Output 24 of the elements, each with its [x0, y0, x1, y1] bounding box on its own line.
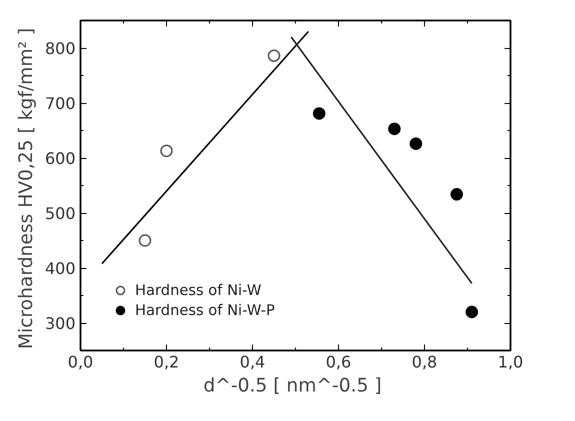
point	[466, 306, 478, 318]
y-tick-label: 300	[44, 314, 76, 333]
point	[138, 234, 152, 247]
y-tick-label: 600	[44, 149, 76, 168]
y-tick-label: 400	[44, 259, 76, 278]
x-tick-label: 0,8	[412, 352, 438, 372]
x-axis-title: d^-0.5 [ nm^-0.5 ]	[203, 376, 382, 396]
x-tick-label: 0,0	[68, 352, 94, 372]
legend-label: Hardness of Ni-W-P	[135, 302, 275, 318]
y-tick-label: 500	[44, 204, 76, 223]
legend-label: Hardness of Ni-W	[135, 282, 262, 298]
point	[410, 137, 422, 150]
point	[312, 107, 326, 120]
y-tick-label: 700	[44, 94, 76, 113]
x-tick-label: 1,0	[498, 352, 524, 372]
x-tick-label: 0,6	[326, 352, 352, 372]
point	[388, 122, 401, 136]
point	[268, 49, 280, 62]
x-tick-label: 0,2	[154, 352, 180, 372]
x-tick-label: 0,4	[240, 352, 266, 372]
y-tick-label: 800	[44, 39, 76, 58]
point	[450, 188, 463, 201]
y-axis-title: Microhardness HV0,25 [ kgf/mm² ]	[16, 28, 37, 350]
point	[160, 144, 173, 158]
